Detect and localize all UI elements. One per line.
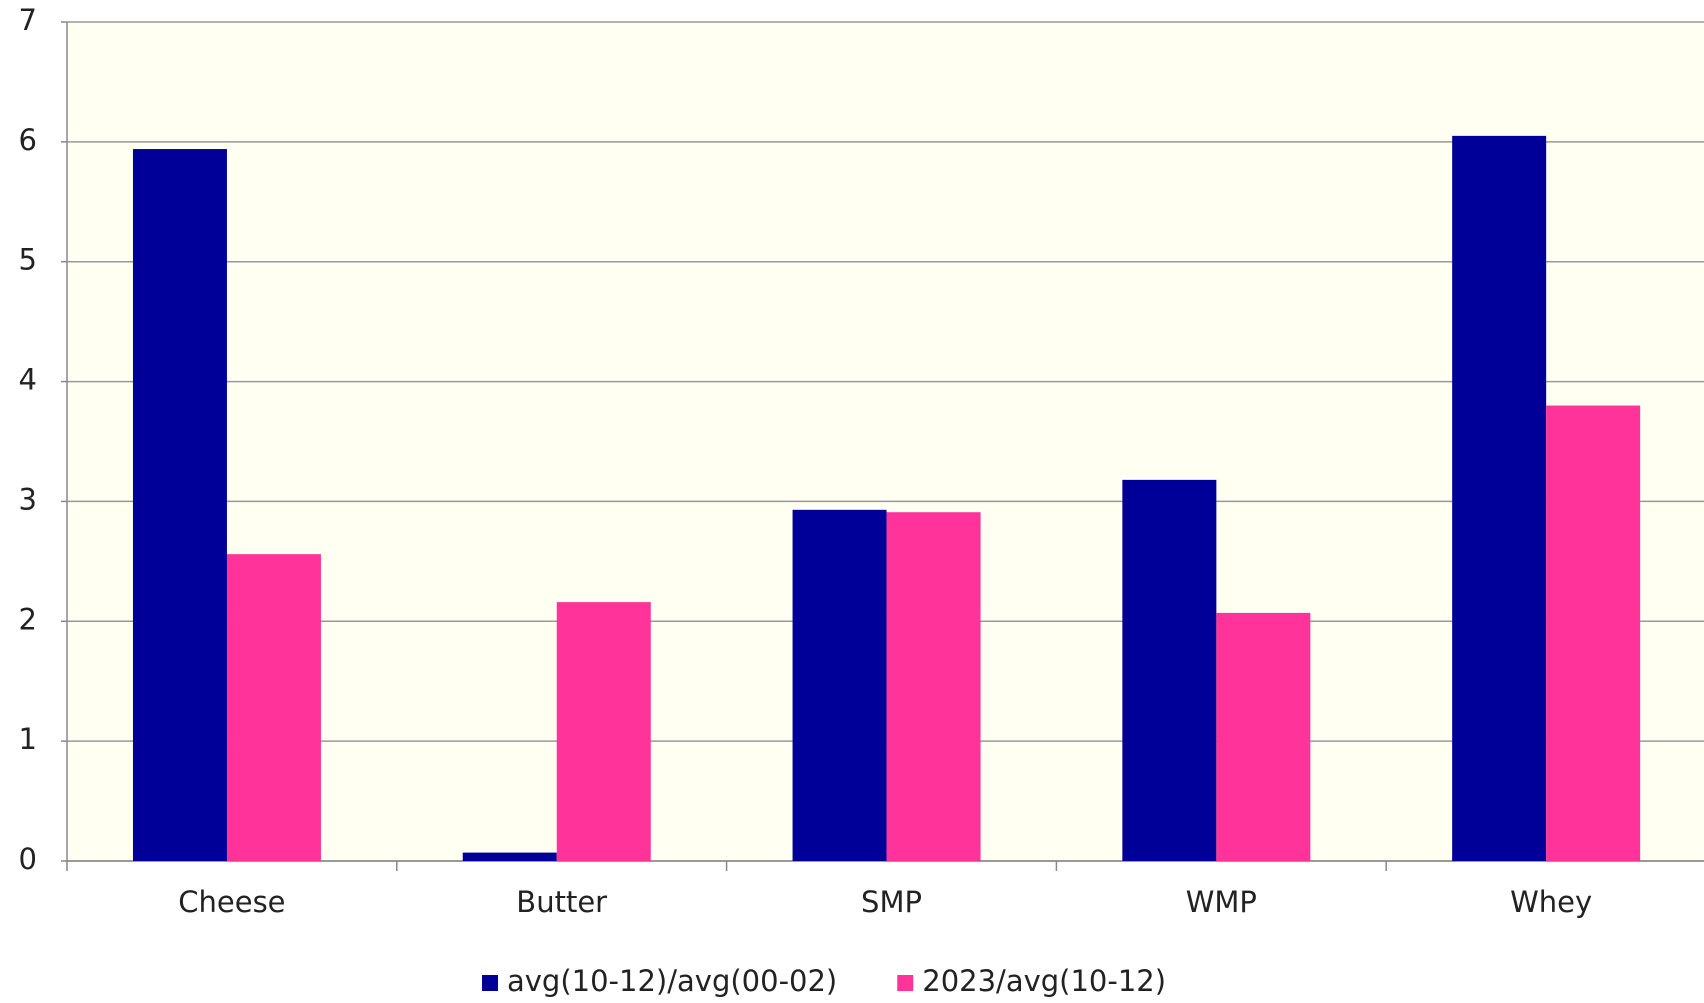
bar bbox=[556, 602, 651, 861]
x-tick-label: WMP bbox=[1186, 885, 1257, 919]
y-tick-label: 2 bbox=[19, 602, 37, 636]
y-tick-label: 6 bbox=[19, 123, 37, 157]
y-tick-label: 1 bbox=[19, 722, 37, 756]
bar bbox=[792, 509, 887, 861]
y-tick-label: 0 bbox=[19, 842, 37, 876]
x-tick-label: Whey bbox=[1510, 885, 1592, 919]
bar bbox=[1216, 612, 1311, 861]
legend-label: 2023/avg(10-12) bbox=[922, 964, 1166, 998]
bar bbox=[1546, 405, 1641, 861]
bar bbox=[226, 554, 321, 861]
legend-swatch bbox=[897, 975, 914, 991]
y-tick-label: 7 bbox=[19, 3, 37, 37]
bar bbox=[132, 149, 227, 861]
legend: avg(10-12)/avg(00-02) 2023/avg(10-12) bbox=[482, 964, 1166, 998]
x-tick-label: SMP bbox=[861, 885, 922, 919]
y-tick-label: 5 bbox=[19, 243, 37, 277]
legend-swatch bbox=[482, 975, 498, 991]
y-tick-label: 4 bbox=[19, 363, 37, 397]
bar bbox=[886, 512, 981, 861]
x-tick-label: Cheese bbox=[178, 885, 285, 919]
bar bbox=[1452, 135, 1547, 862]
x-tick-label: Butter bbox=[516, 885, 607, 919]
y-tick-label: 3 bbox=[19, 482, 37, 516]
bar bbox=[462, 852, 557, 861]
bar bbox=[1122, 479, 1217, 861]
legend-label: avg(10-12)/avg(00-02) bbox=[507, 964, 837, 998]
